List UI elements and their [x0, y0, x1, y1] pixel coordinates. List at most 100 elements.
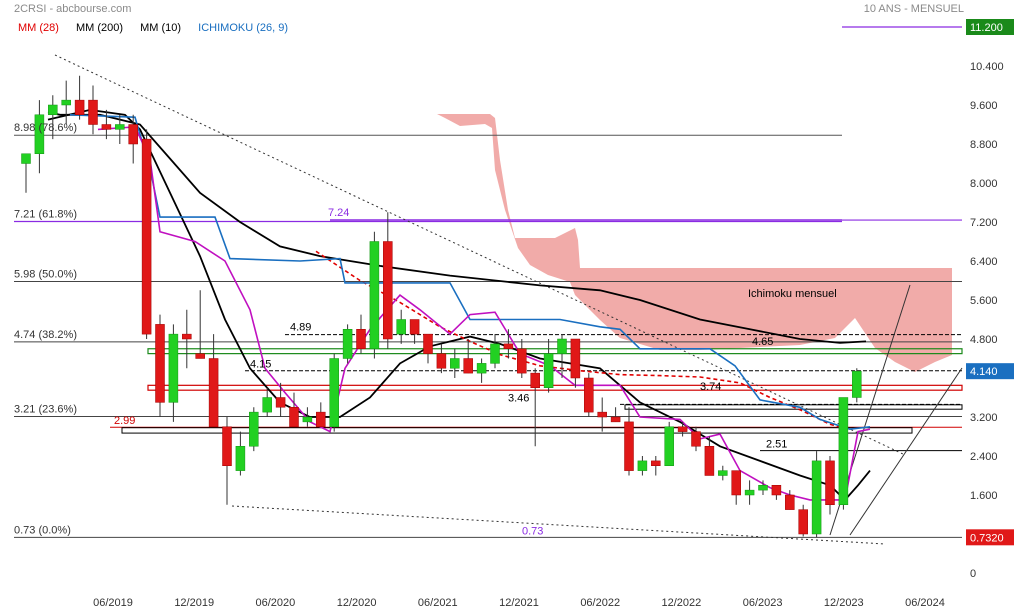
annotation-label: 4.89 — [290, 322, 311, 334]
zone-black — [121, 427, 913, 434]
candle-body — [182, 333, 192, 340]
series-line-3 — [69, 114, 871, 431]
series-line-2 — [315, 250, 849, 430]
channel-line-2 — [849, 367, 963, 536]
fib-label: 5.98 (50.0%) — [14, 268, 77, 280]
candle-body — [195, 353, 205, 359]
candle-body — [503, 343, 514, 349]
candle-body — [463, 358, 473, 374]
period-label: 10 ANS - MENSUEL — [863, 3, 964, 15]
cloud-area — [437, 114, 952, 372]
candle-body — [302, 416, 313, 423]
trendline-lower — [231, 505, 886, 545]
candle-body — [476, 363, 487, 374]
candle-body — [677, 426, 688, 432]
series-line-0 — [47, 111, 867, 344]
y-tick-label: 9.600 — [970, 100, 998, 112]
x-tick-label: 06/2020 — [256, 597, 296, 609]
candle-body — [543, 353, 554, 388]
annotation-label: Ichimoku mensuel — [748, 288, 837, 300]
y-tick-label: 0 — [970, 568, 976, 580]
series-line-1 — [47, 108, 871, 502]
y-tick-label: 1.600 — [970, 490, 998, 502]
annotation-label: 4.15 — [250, 359, 271, 371]
x-tick-label: 06/2019 — [93, 597, 133, 609]
legend: MM (28) MM (200) MM (10) ICHIMOKU (26, 9… — [18, 22, 302, 34]
source-label: 2CRSI - abcbourse.com — [14, 3, 132, 15]
y-tick-label: 2.400 — [970, 451, 998, 463]
x-tick-label: 06/2021 — [418, 597, 458, 609]
zone-black-2 — [624, 404, 963, 410]
candle-body — [21, 153, 31, 164]
level-labels: 8.98 (78.6%) 7.21 (61.8%) 5.98 (50.0%) 4.74… — [14, 122, 837, 537]
candle-body — [530, 372, 540, 388]
candle-body — [436, 353, 447, 369]
y-tick-label: 4.800 — [970, 334, 998, 346]
candle-body — [570, 338, 581, 379]
price-tag-label: 4.140 — [970, 366, 998, 378]
candle-body — [74, 99, 85, 115]
legend-ichimoku[interactable]: ICHIMOKU (26, 9) — [198, 22, 289, 34]
candle-body — [450, 358, 460, 369]
candle-body — [316, 411, 326, 427]
candle-body — [168, 333, 179, 403]
candle-body — [249, 411, 259, 447]
fib-label: 7.21 (61.8%) — [14, 209, 77, 221]
x-tick-label: 12/2020 — [337, 597, 377, 609]
y-tick-label: 3.200 — [970, 412, 998, 424]
trendline-down — [54, 54, 906, 456]
candle-body — [369, 241, 380, 349]
candle-body — [141, 138, 152, 335]
candle-body — [61, 99, 71, 106]
candle-body — [128, 124, 138, 145]
candle-body — [262, 397, 272, 413]
ichimoku-cloud — [437, 114, 952, 372]
y-tick-label: 8.000 — [970, 178, 998, 190]
candle-body — [771, 485, 782, 496]
axes: 06/2019 12/2019 06/2020 12/2020 06/2021 12/20… — [93, 19, 1014, 609]
candle-body — [798, 509, 808, 535]
candle-body — [557, 338, 567, 354]
candle-body — [731, 470, 741, 496]
candle-body — [624, 421, 634, 471]
candle-body — [275, 397, 286, 408]
x-tick-label: 06/2022 — [580, 597, 620, 609]
price-tag — [966, 529, 1014, 546]
x-tick-label: 06/2024 — [905, 597, 945, 609]
candle-body — [597, 411, 607, 418]
price-tag — [966, 19, 1014, 35]
y-tick-label: 6.400 — [970, 256, 998, 268]
x-tick-label: 12/2021 — [499, 597, 539, 609]
annotation-label: 7.24 — [328, 207, 349, 219]
annotation-label: 4.65 — [752, 336, 773, 348]
candle-body — [584, 377, 594, 413]
candle-body — [289, 407, 299, 427]
legend-ma28[interactable]: MM (28) — [18, 22, 59, 34]
candle-body — [101, 124, 112, 130]
x-tick-label: 06/2023 — [743, 597, 783, 609]
fib-label: 8.98 (78.6%) — [14, 122, 77, 134]
y-tick-label: 8.800 — [970, 139, 998, 151]
candles — [21, 75, 862, 538]
y-tick-label: 10.400 — [970, 61, 1004, 73]
zone-green — [147, 348, 963, 355]
fib-label: 0.73 (0.0%) — [14, 524, 71, 536]
candle-body — [852, 370, 862, 398]
annotation-label: 2.99 — [114, 415, 135, 427]
legend-ma200[interactable]: MM (200) — [76, 22, 124, 34]
candle-body — [825, 460, 835, 505]
candle-body — [423, 333, 433, 354]
fib-label: 3.21 (23.6%) — [14, 404, 77, 416]
price-tag — [966, 363, 1014, 380]
x-tick-label: 12/2022 — [662, 597, 702, 609]
candle-body — [704, 446, 715, 476]
legend-ma10[interactable]: MM (10) — [140, 22, 182, 34]
horizontal-lines — [14, 26, 963, 538]
candle-body — [691, 431, 701, 447]
annotation-label: 3.74 — [700, 381, 721, 393]
candle-body — [785, 494, 795, 510]
y-tick-label: 5.600 — [970, 295, 998, 307]
candle-body — [34, 114, 45, 154]
candle-body — [637, 460, 648, 471]
